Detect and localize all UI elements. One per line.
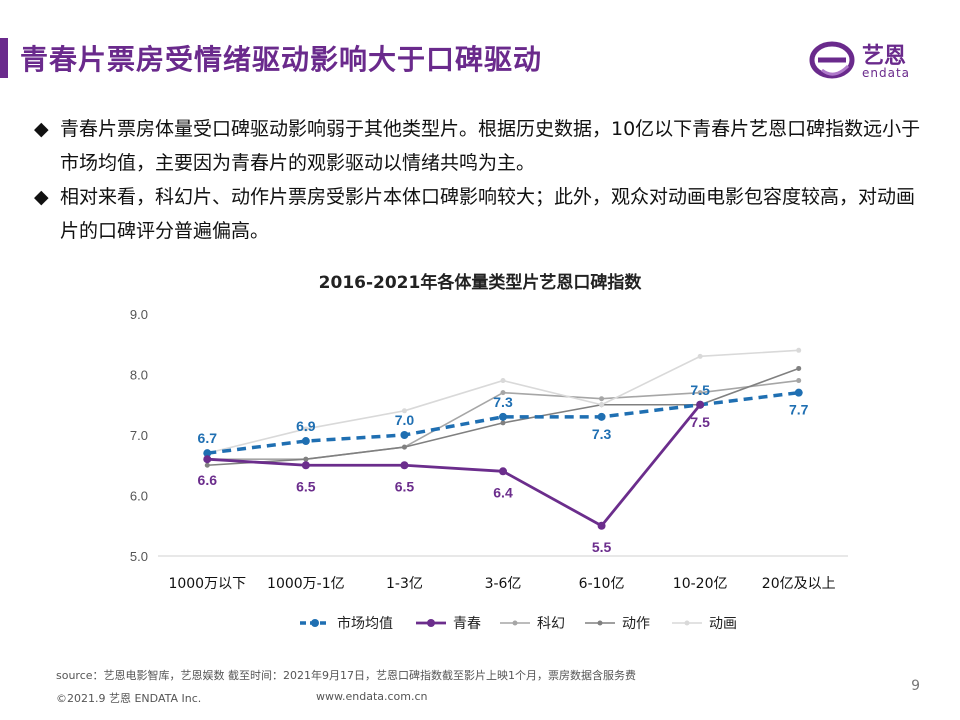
- data-point: [794, 388, 803, 397]
- data-point: [401, 408, 407, 414]
- legend-marker: [512, 620, 518, 626]
- bullet-text: 青春片票房体量受口碑驱动影响弱于其他类型片。根据历史数据，10亿以下青春片艺恩口…: [60, 118, 921, 174]
- data-label: 7.5: [690, 414, 710, 430]
- data-label: 6.5: [395, 478, 415, 494]
- data-point: [303, 456, 309, 462]
- data-point: [301, 461, 310, 470]
- x-tick-label: 6-10亿: [579, 576, 625, 592]
- data-point: [301, 437, 310, 446]
- data-point: [597, 521, 606, 530]
- data-label: 6.7: [198, 430, 218, 446]
- legend-marker: [427, 619, 435, 627]
- diamond-bullet-icon: ◆: [34, 118, 49, 140]
- data-point: [303, 426, 309, 432]
- data-label: 7.0: [395, 412, 415, 428]
- data-point: [597, 412, 606, 421]
- data-label: 6.9: [296, 418, 316, 434]
- data-point: [500, 390, 506, 396]
- data-point: [499, 467, 507, 476]
- y-tick-label: 6.0: [130, 489, 148, 504]
- endata-logo-icon: [809, 41, 855, 79]
- data-point: [697, 353, 703, 359]
- data-point: [697, 390, 703, 396]
- title-accent-bar: [0, 38, 8, 78]
- bullet-text: 相对来看，科幻片、动作片票房受影片本体口碑影响较大；此外，观众对动画电影包容度较…: [60, 186, 916, 242]
- data-point: [599, 402, 605, 408]
- y-tick-label: 5.0: [130, 549, 148, 564]
- data-point: [500, 378, 506, 384]
- bullet-item: ◆ 相对来看，科幻片、动作片票房受影片本体口碑影响较大；此外，观众对动画电影包容…: [34, 180, 924, 248]
- data-label: 7.7: [789, 402, 809, 418]
- endata-logo: 艺恩 endata: [808, 36, 928, 84]
- bullet-item: ◆ 青春片票房体量受口碑驱动影响弱于其他类型片。根据历史数据，10亿以下青春片艺…: [34, 112, 924, 180]
- data-point: [499, 412, 507, 421]
- x-tick-label: 3-6亿: [485, 576, 522, 592]
- legend-label: 动作: [622, 616, 650, 632]
- data-label: 5.5: [592, 539, 612, 555]
- legend-label: 市场均值: [337, 615, 393, 632]
- bullet-list: ◆ 青春片票房体量受口碑驱动影响弱于其他类型片。根据历史数据，10亿以下青春片艺…: [34, 112, 924, 248]
- y-tick-label: 8.0: [130, 368, 148, 383]
- x-tick-label: 20亿及以上: [762, 576, 836, 592]
- data-point: [401, 444, 407, 450]
- data-label: 7.3: [493, 394, 513, 410]
- legend-marker: [597, 620, 603, 626]
- data-label: 6.6: [198, 472, 218, 488]
- data-point: [796, 347, 802, 353]
- x-tick-label: 1000万-1亿: [267, 576, 345, 592]
- line-chart: 5.0 6.0 7.0 8.0 9.0 1000万以下 1000万-1亿 1-3亿 3-6亿 6-…: [130, 307, 848, 632]
- data-point: [599, 396, 605, 402]
- x-tick-label: 10-20亿: [673, 576, 728, 592]
- data-point: [500, 420, 506, 426]
- chart-title: 2016-2021年各体量类型片艺恩口碑指数: [318, 273, 642, 293]
- legend-label: 动画: [709, 616, 737, 632]
- legend-label: 科幻: [537, 616, 565, 632]
- data-label: 7.3: [592, 426, 612, 442]
- data-point: [204, 462, 210, 468]
- x-tick-label: 1-3亿: [386, 576, 423, 592]
- x-tick-label: 1000万以下: [168, 576, 246, 592]
- data-point: [400, 461, 409, 470]
- legend-label: 青春: [453, 616, 481, 632]
- data-point: [796, 365, 802, 371]
- series-line-1: [207, 403, 702, 528]
- legend-marker: [311, 619, 319, 627]
- y-tick-label: 7.0: [130, 428, 148, 443]
- data-point: [203, 455, 212, 464]
- footer-url: www.endata.com.cn: [316, 690, 428, 703]
- data-label: 6.5: [296, 478, 316, 494]
- data-point: [696, 400, 705, 409]
- diamond-bullet-icon: ◆: [34, 186, 49, 208]
- logo-name-cn: 艺恩: [862, 44, 907, 69]
- y-tick-label: 9.0: [130, 307, 148, 322]
- footer-source: source：艺恩电影智库，艺恩娱数 截至时间：2021年9月17日，艺恩口碑指…: [56, 669, 637, 682]
- logo-name-en: endata: [862, 66, 911, 80]
- footer-copyright: ©2021.9 艺恩 ENDATA Inc.: [56, 692, 202, 705]
- data-point: [203, 449, 212, 458]
- data-point: [400, 431, 409, 439]
- data-label: 7.5: [690, 382, 710, 398]
- page-title: 青春片票房受情绪驱动影响大于口碑驱动: [20, 43, 543, 76]
- legend-marker: [684, 620, 690, 626]
- data-point: [796, 378, 802, 384]
- page-number: 9: [911, 678, 920, 694]
- data-label: 6.4: [493, 484, 513, 500]
